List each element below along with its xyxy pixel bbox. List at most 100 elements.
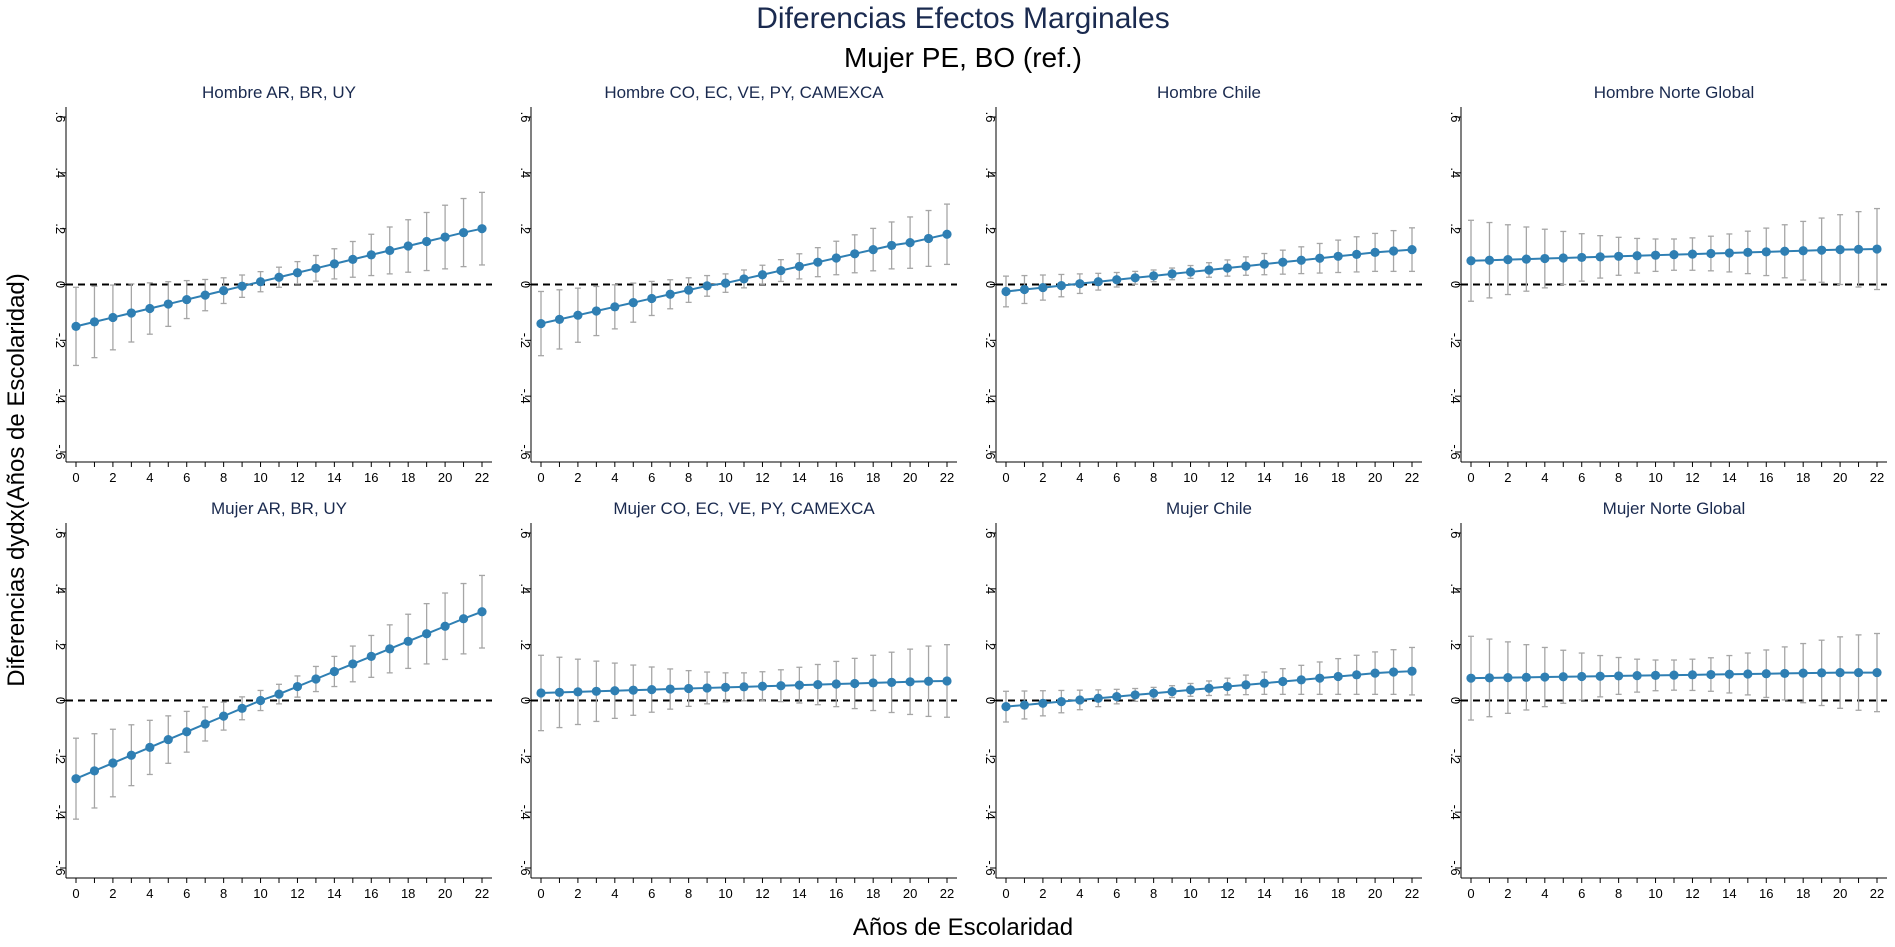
data-point (1019, 284, 1030, 295)
x-tick-label: 0 (1002, 886, 1009, 901)
x-tick-label: 10 (253, 470, 267, 485)
data-point (905, 238, 915, 248)
data-point (1259, 259, 1269, 269)
data-point (794, 680, 804, 690)
x-tick-label: 8 (685, 470, 692, 485)
data-point (1706, 669, 1716, 680)
data-point (1130, 273, 1140, 283)
data-point (1204, 683, 1214, 693)
y-tick-label: -.4 (1448, 389, 1463, 404)
data-point (868, 245, 878, 255)
data-point (905, 677, 915, 687)
x-tick-label: 6 (1578, 886, 1585, 901)
x-tick-label: 22 (1870, 886, 1884, 901)
x-tick-label: 4 (611, 470, 618, 485)
data-point (403, 636, 413, 646)
x-tick-label: 16 (1294, 470, 1308, 485)
data-point (163, 299, 173, 309)
data-point (422, 236, 432, 247)
data-point (1761, 669, 1771, 679)
data-point (1835, 667, 1845, 678)
y-tick-label: -.6 (983, 444, 998, 459)
x-tick-label: 6 (648, 470, 655, 485)
data-point (831, 679, 841, 689)
x-tick-label: 2 (1039, 886, 1046, 901)
data-point (458, 614, 469, 624)
data-point (274, 689, 284, 699)
y-tick-label: -.4 (983, 805, 998, 820)
data-point (850, 249, 860, 259)
data-point (255, 277, 266, 287)
data-point (126, 750, 136, 760)
y-tick-label: .4 (983, 583, 998, 594)
data-point (1222, 263, 1233, 273)
y-axis-title: Diferencias dydx(Años de Escolaridad) (3, 273, 30, 687)
data-point (1296, 675, 1306, 685)
data-point (274, 272, 284, 282)
y-tick-label: 0 (1448, 697, 1463, 704)
x-tick-label: 18 (401, 470, 415, 485)
x-tick-label: 8 (1615, 886, 1622, 901)
y-tick-label: .2 (53, 223, 68, 234)
data-point (1278, 676, 1288, 687)
data-point (1780, 246, 1790, 256)
y-tick-label: -.2 (53, 749, 68, 764)
data-point (366, 651, 376, 661)
panel-title: Mujer AR, BR, UY (211, 499, 347, 518)
data-point (71, 774, 81, 784)
y-tick-label: 0 (518, 697, 533, 704)
data-point (684, 285, 694, 295)
data-point (831, 253, 841, 263)
x-tick-label: 18 (1331, 470, 1345, 485)
panel-grid: Hombre AR, BR, UY -.6 -.4 -.2 0 .2 .4 .6 0 2 4 6 8 10… (53, 83, 1887, 901)
data-point (1149, 271, 1159, 281)
data-point (813, 257, 823, 267)
y-tick-label: .4 (53, 167, 68, 178)
data-point (1130, 690, 1140, 700)
y-tick-label: -.6 (53, 444, 68, 459)
x-tick-label: 22 (1870, 470, 1884, 485)
x-tick-label: 0 (1467, 886, 1474, 901)
data-point (1503, 673, 1513, 683)
x-tick-label: 0 (537, 886, 544, 901)
data-point (1352, 670, 1362, 680)
data-point (1521, 254, 1531, 264)
data-point (477, 224, 487, 234)
y-tick-label: 0 (518, 281, 533, 288)
y-tick-label: .6 (983, 528, 998, 539)
data-point (1798, 668, 1808, 678)
data-point (1632, 251, 1642, 261)
data-point (1185, 685, 1196, 695)
data-point (1388, 667, 1399, 677)
x-tick-label: 14 (1257, 886, 1271, 901)
data-point (1315, 673, 1325, 683)
data-point (311, 674, 321, 684)
panel-4: Hombre Norte Global -.6 -.4 -.2 0 .2 .4 .6 0 2 4 6 8… (1448, 83, 1887, 485)
data-point (477, 607, 487, 617)
y-tick-label: -.4 (53, 389, 68, 404)
data-point (1872, 244, 1882, 254)
x-tick-label: 2 (1504, 470, 1511, 485)
data-point (1038, 698, 1048, 708)
x-tick-label: 16 (1759, 470, 1773, 485)
x-tick-label: 12 (755, 886, 769, 901)
data-point (887, 240, 897, 251)
data-point (1204, 265, 1214, 275)
panel-title: Mujer Norte Global (1603, 499, 1746, 518)
data-point (89, 766, 100, 776)
data-point (1370, 247, 1380, 257)
x-tick-label: 4 (1076, 886, 1083, 901)
panel-6: Mujer CO, EC, VE, PY, CAMEXCA -.6 -.4 -.2 0.… (518, 499, 957, 901)
data-point (1687, 249, 1698, 259)
y-tick-label: -.6 (1448, 860, 1463, 875)
x-tick-label: 0 (1002, 470, 1009, 485)
data-point (126, 308, 136, 318)
data-point (1743, 247, 1753, 257)
data-point (403, 241, 413, 251)
data-point (1577, 252, 1587, 263)
data-point (1407, 666, 1417, 676)
data-point (1817, 245, 1827, 255)
data-point (1484, 255, 1495, 265)
data-point (720, 682, 731, 692)
x-tick-label: 4 (1076, 470, 1083, 485)
